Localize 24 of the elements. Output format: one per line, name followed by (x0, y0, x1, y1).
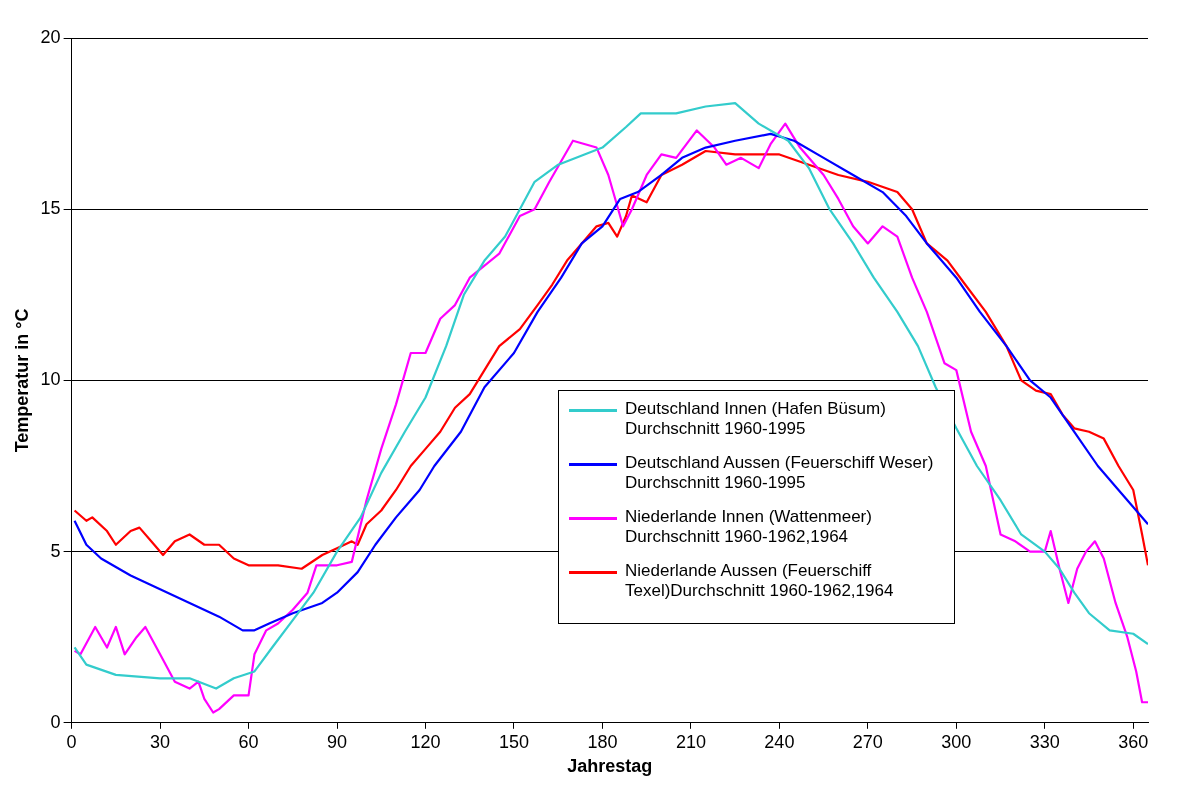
y-tick-label: 5 (50, 540, 61, 561)
y-axis-title: Temperatur in °C (11, 308, 32, 453)
legend-label: Niederlande Aussen (Feuerschiff Texel)Durchschnitt 1960-1962,1964 (625, 561, 895, 601)
x-tick-label: 90 (327, 731, 348, 752)
y-tick-label: 15 (40, 198, 61, 219)
x-tick-label: 180 (587, 731, 618, 752)
legend-label: Deutschland Aussen (Feuerschiff Weser) Durchschnitt 1960-1995 (625, 453, 935, 493)
x-tick-label: 240 (764, 731, 795, 752)
x-tick-label: 330 (1029, 731, 1060, 752)
legend-label: Niederlande Innen (Wattenmeer) Durchschnitt 1960-1962,1964 (625, 507, 873, 547)
x-tick-label: 300 (941, 731, 972, 752)
y-tick-label: 0 (50, 711, 61, 732)
x-tick-label: 60 (238, 731, 259, 752)
legend-label: Deutschland Innen (Hafen Büsum) Durchschnitt 1960-1995 (625, 399, 887, 439)
x-tick-label: 120 (410, 731, 441, 752)
y-tick-label: 20 (40, 26, 61, 47)
x-axis-title: Jahrestag (567, 756, 653, 777)
x-tick-label: 360 (1118, 731, 1149, 752)
x-tick-label: 210 (675, 731, 706, 752)
x-tick-label: 30 (150, 731, 171, 752)
x-tick-label: 0 (66, 731, 77, 752)
x-tick-label: 270 (852, 731, 883, 752)
y-tick-label: 10 (40, 369, 61, 390)
x-tick-label: 150 (498, 731, 529, 752)
